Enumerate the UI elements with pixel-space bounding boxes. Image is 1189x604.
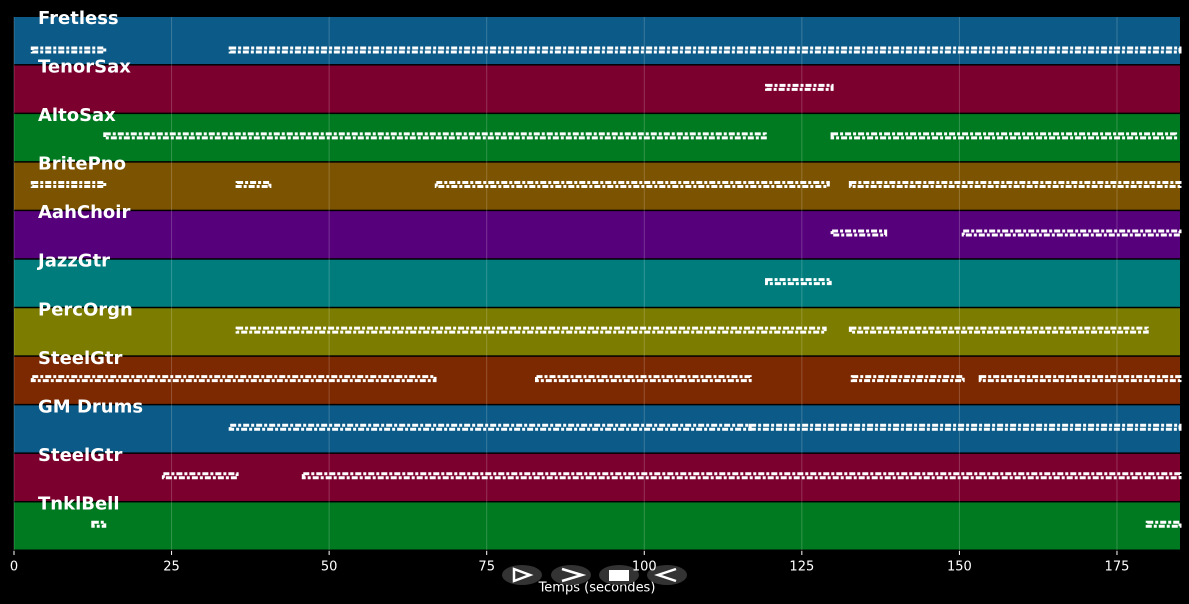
note-segment	[301, 472, 1182, 480]
note-segment	[534, 375, 752, 383]
note-segment	[830, 132, 1178, 140]
x-tick-label: 125	[789, 560, 814, 575]
track-label: SteelGtr	[38, 348, 123, 369]
track-label: GM Drums	[38, 396, 143, 417]
x-tick-label: 0	[10, 560, 18, 575]
track-label: AahChoir	[38, 202, 130, 223]
track-label: SteelGtr	[38, 445, 123, 466]
note-segment	[848, 180, 1182, 188]
tracks	[14, 17, 1182, 550]
stop-button[interactable]	[599, 565, 639, 585]
note-segment	[228, 423, 752, 431]
note-segment	[830, 229, 888, 237]
note-segment	[978, 375, 1182, 383]
forward-button[interactable]	[551, 565, 591, 585]
track	[14, 259, 1180, 307]
note-segment	[848, 326, 1149, 334]
note-segment	[103, 132, 767, 140]
note-segment	[434, 180, 830, 188]
track-label: TenorSax	[38, 57, 131, 78]
note-segment	[748, 423, 1182, 431]
note-segment	[1145, 520, 1182, 528]
note-segment	[30, 46, 107, 54]
track-label: PercOrgn	[38, 299, 133, 320]
note-segment	[91, 520, 107, 528]
track-label: JazzGtr	[36, 251, 110, 272]
x-tick-label: 75	[478, 560, 495, 575]
playback-controls	[502, 565, 687, 585]
track-label: BritePno	[38, 154, 126, 175]
note-segment	[30, 180, 107, 188]
track	[14, 65, 1180, 113]
back-button[interactable]	[647, 565, 687, 585]
note-segment	[961, 229, 1182, 237]
note-segment	[30, 375, 437, 383]
note-segment	[850, 375, 965, 383]
x-tick-label: 50	[321, 560, 338, 575]
track-label: Fretless	[38, 8, 119, 29]
track	[14, 17, 1180, 65]
x-tick-label: 25	[163, 560, 180, 575]
note-segment	[235, 180, 272, 188]
track-label: TnklBell	[38, 493, 120, 514]
note-segment	[228, 46, 1182, 54]
track	[14, 211, 1180, 259]
play-button[interactable]	[502, 565, 542, 585]
x-tick-label: 150	[947, 560, 972, 575]
track	[14, 502, 1180, 550]
note-segment	[235, 326, 827, 334]
x-tick-label: 175	[1105, 560, 1130, 575]
track-label: AltoSax	[38, 105, 116, 126]
x-axis-label: Temps (secondes)	[538, 581, 656, 596]
note-segment	[161, 472, 239, 480]
note-segment	[765, 278, 832, 286]
note-segment	[765, 83, 834, 91]
x-tick-label: 100	[632, 560, 657, 575]
